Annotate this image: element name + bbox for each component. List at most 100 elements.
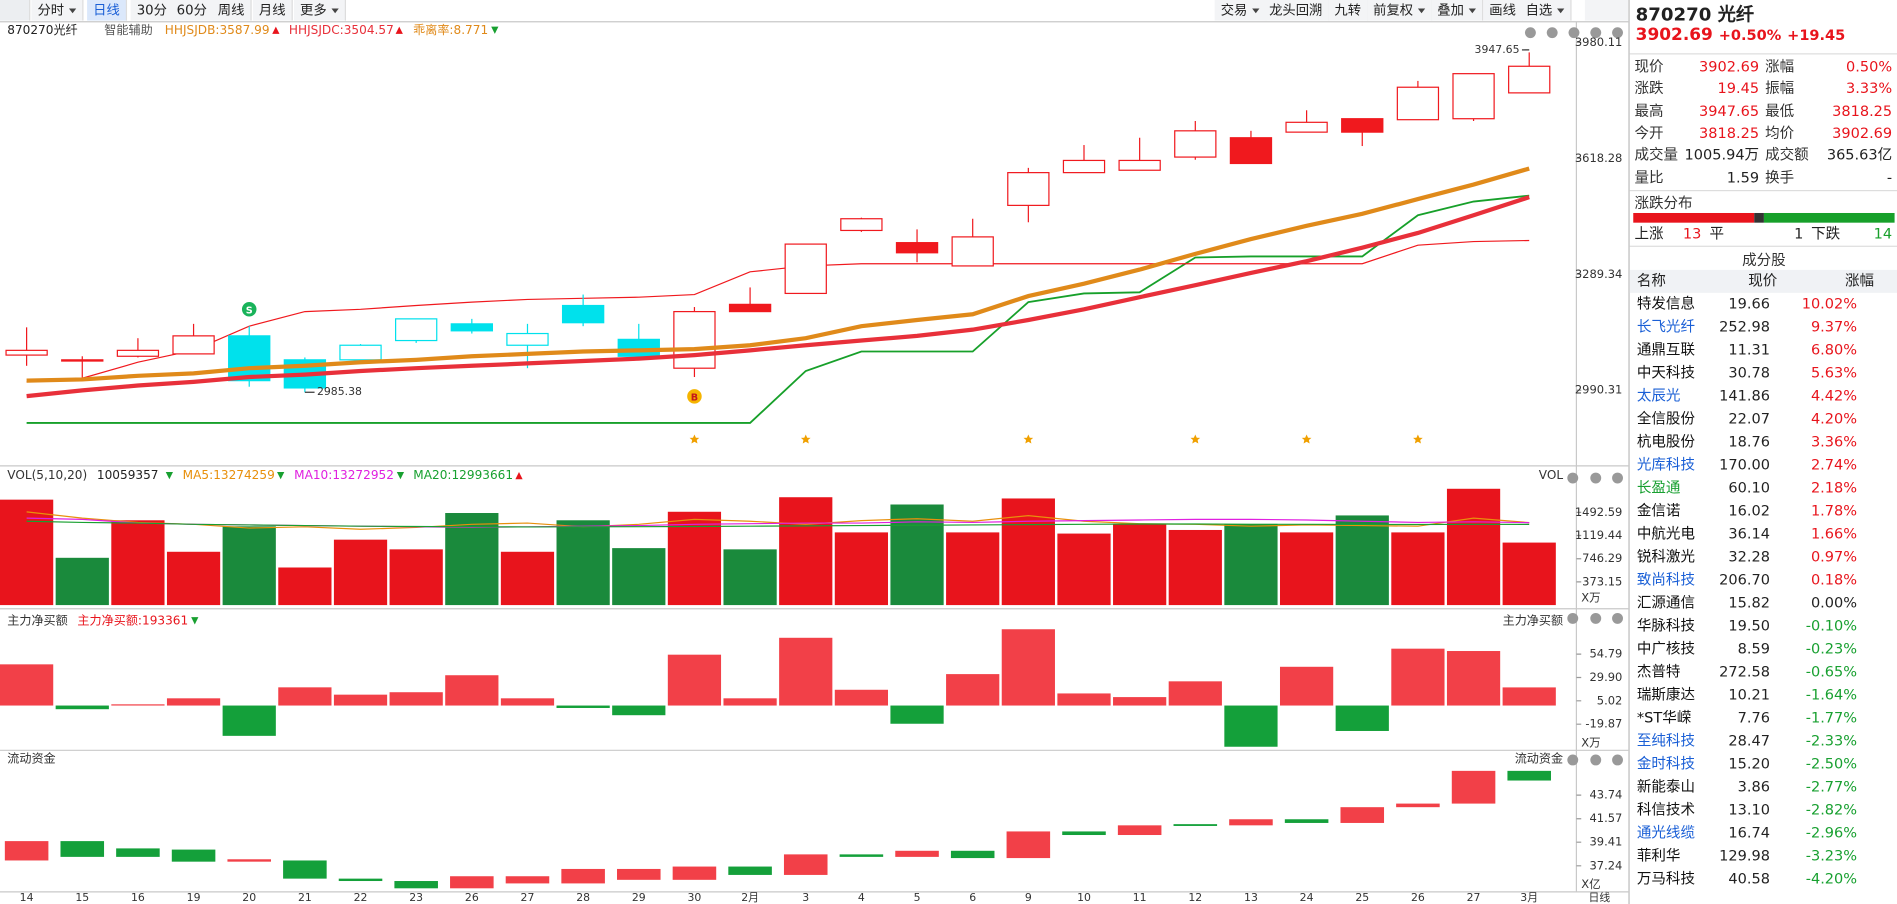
cons-row[interactable]: 杰普特 272.58 -0.65% bbox=[1630, 661, 1897, 683]
cons-row[interactable]: 特发信息 19.66 10.02% bbox=[1630, 293, 1897, 315]
cons-row[interactable]: 通光线缆 16.74 -2.96% bbox=[1630, 822, 1897, 844]
stock-name: 杰普特 bbox=[1636, 663, 1681, 681]
bar bbox=[723, 549, 777, 606]
bar bbox=[1224, 705, 1278, 747]
candle-body bbox=[1174, 130, 1217, 158]
cons-row[interactable]: 长盈通 60.10 2.18% bbox=[1630, 477, 1897, 499]
toolbar-button[interactable]: 更多 bbox=[293, 0, 347, 21]
toolbar-button[interactable]: 30分 bbox=[130, 0, 175, 21]
cons-row[interactable]: 菲利华 129.98 -3.23% bbox=[1630, 845, 1897, 867]
dist-count: 13 bbox=[1682, 225, 1702, 243]
toolbar-button[interactable]: 日线 bbox=[87, 0, 128, 21]
toolbar-button[interactable]: 周线 bbox=[211, 0, 252, 21]
legend-value: 8.771 bbox=[449, 24, 488, 37]
bar bbox=[333, 539, 388, 606]
cons-row[interactable]: 全信股份 22.07 4.20% bbox=[1630, 408, 1897, 430]
icon-add[interactable] bbox=[1524, 27, 1536, 39]
x-tick-label: 6 bbox=[969, 891, 976, 904]
cons-row[interactable]: 金信诺 16.02 1.78% bbox=[1630, 500, 1897, 522]
toolbar-button[interactable]: 前复权 bbox=[1367, 0, 1433, 21]
candle-body bbox=[1452, 73, 1495, 120]
bar bbox=[723, 698, 777, 706]
background bbox=[0, 0, 1628, 904]
cons-row[interactable]: 致尚科技 206.70 0.18% bbox=[1630, 569, 1897, 591]
candle-body bbox=[617, 338, 660, 357]
cons-row[interactable]: 中天科技 30.78 5.63% bbox=[1630, 362, 1897, 384]
icon-close[interactable] bbox=[1612, 472, 1623, 484]
bar bbox=[612, 705, 666, 716]
cons-row[interactable]: 太辰光 141.86 4.42% bbox=[1630, 385, 1897, 407]
star-marker bbox=[689, 434, 700, 444]
toolbar-button[interactable]: 自选 bbox=[1519, 0, 1572, 21]
cons-row[interactable]: 汇源通信 15.82 0.00% bbox=[1630, 592, 1897, 614]
x-tick-label: 3月 bbox=[1520, 891, 1538, 904]
icon-close[interactable] bbox=[1612, 754, 1623, 766]
stock-change: -2.77% bbox=[1805, 778, 1858, 796]
x-tick-label: 25 bbox=[1355, 891, 1369, 904]
toolbar-button[interactable]: 画线 bbox=[1483, 0, 1524, 21]
legend-item: MA1013272952 bbox=[294, 469, 404, 483]
cons-row[interactable]: 瑞斯康达 10.21 -1.64% bbox=[1630, 684, 1897, 706]
panel-borders bbox=[0, 21, 1629, 893]
cons-row[interactable]: 万马科技 40.58 -4.20% bbox=[1630, 868, 1897, 890]
cons-row[interactable]: 杭电股份 18.76 3.36% bbox=[1630, 431, 1897, 453]
cons-row[interactable]: 新能泰山 3.86 -2.77% bbox=[1630, 776, 1897, 798]
bar bbox=[1279, 666, 1334, 706]
y-tick-label: -19.87 bbox=[1585, 717, 1622, 731]
bar bbox=[834, 689, 889, 706]
candle-body bbox=[61, 359, 104, 362]
toolbar-button[interactable]: 交易 bbox=[1214, 0, 1267, 21]
flow-bar bbox=[1451, 770, 1496, 804]
toolbar-button[interactable]: 分时 bbox=[31, 0, 84, 21]
toolbar-button[interactable]: 月线 bbox=[252, 0, 293, 21]
legend-name: MA10 bbox=[294, 469, 329, 483]
toolbar-button[interactable]: 龙头回溯 bbox=[1263, 0, 1330, 21]
flow-bar bbox=[895, 850, 939, 857]
icon-close[interactable] bbox=[1612, 27, 1623, 39]
icon-close[interactable] bbox=[1612, 612, 1623, 624]
candle-body bbox=[1229, 137, 1273, 165]
bar bbox=[278, 687, 332, 706]
toolbar-button[interactable]: 叠加 bbox=[1431, 0, 1484, 21]
bar bbox=[1057, 693, 1111, 706]
assist-toggle[interactable]: 智能辅助 bbox=[104, 24, 153, 38]
y-tick-label: 43.74 bbox=[1589, 788, 1622, 802]
candle-body bbox=[1341, 118, 1384, 133]
y-tick-label: 3289.34 bbox=[1575, 267, 1622, 281]
cons-row[interactable]: 光库科技 170.00 2.74% bbox=[1630, 454, 1897, 476]
cons-row[interactable]: 中航光电 36.14 1.66% bbox=[1630, 523, 1897, 545]
icon-minus[interactable] bbox=[1546, 27, 1558, 39]
legend-item: 乖离率8.771 bbox=[413, 24, 498, 38]
cons-row[interactable]: 金时科技 15.20 -2.50% bbox=[1630, 753, 1897, 775]
legend-item: MA513274259 bbox=[183, 470, 285, 483]
cons-row[interactable]: *ST华嵘 7.76 -1.77% bbox=[1630, 707, 1897, 729]
cons-row[interactable]: 中广核技 8.59 -0.23% bbox=[1630, 638, 1897, 660]
toolbar-button[interactable]: 九转 bbox=[1328, 0, 1369, 21]
quote-row: 涨跌 19.45 振幅 3.33% bbox=[1630, 78, 1897, 100]
toolbar-button[interactable]: 60分 bbox=[170, 0, 215, 21]
quote-label: 今开 bbox=[1634, 124, 1664, 142]
indicator-line bbox=[26, 166, 1530, 383]
bar bbox=[556, 520, 610, 606]
cons-row[interactable]: 锐科激光 32.28 0.97% bbox=[1630, 546, 1897, 568]
cons-row[interactable]: 长飞光纤 252.98 9.37% bbox=[1630, 316, 1897, 338]
header-change[interactable]: 涨幅 bbox=[1844, 272, 1875, 290]
cons-row[interactable]: 华脉科技 19.50 -0.10% bbox=[1630, 615, 1897, 637]
quote-value: 3.33% bbox=[1846, 80, 1893, 98]
stock-name: 华脉科技 bbox=[1636, 617, 1695, 635]
cons-row[interactable]: 通鼎互联 11.31 6.80% bbox=[1630, 339, 1897, 361]
cons-row[interactable]: 至纯科技 28.47 -2.33% bbox=[1630, 730, 1897, 752]
flow-bar bbox=[505, 876, 550, 884]
stock-price: 15.82 bbox=[1728, 594, 1770, 612]
stock-price: 28.47 bbox=[1728, 732, 1770, 750]
y-tick-label: 5.02 bbox=[1597, 693, 1623, 707]
candle-body bbox=[506, 332, 549, 346]
bar bbox=[500, 698, 555, 706]
star-marker bbox=[1190, 434, 1201, 444]
cons-row[interactable]: 科信技术 13.10 -2.82% bbox=[1630, 799, 1897, 821]
quote-label: 均价 bbox=[1765, 124, 1795, 142]
flow-bar bbox=[4, 841, 49, 861]
flow-bar bbox=[1173, 824, 1218, 826]
bar bbox=[1391, 532, 1445, 606]
stock-price: 19.66 bbox=[1728, 295, 1770, 313]
